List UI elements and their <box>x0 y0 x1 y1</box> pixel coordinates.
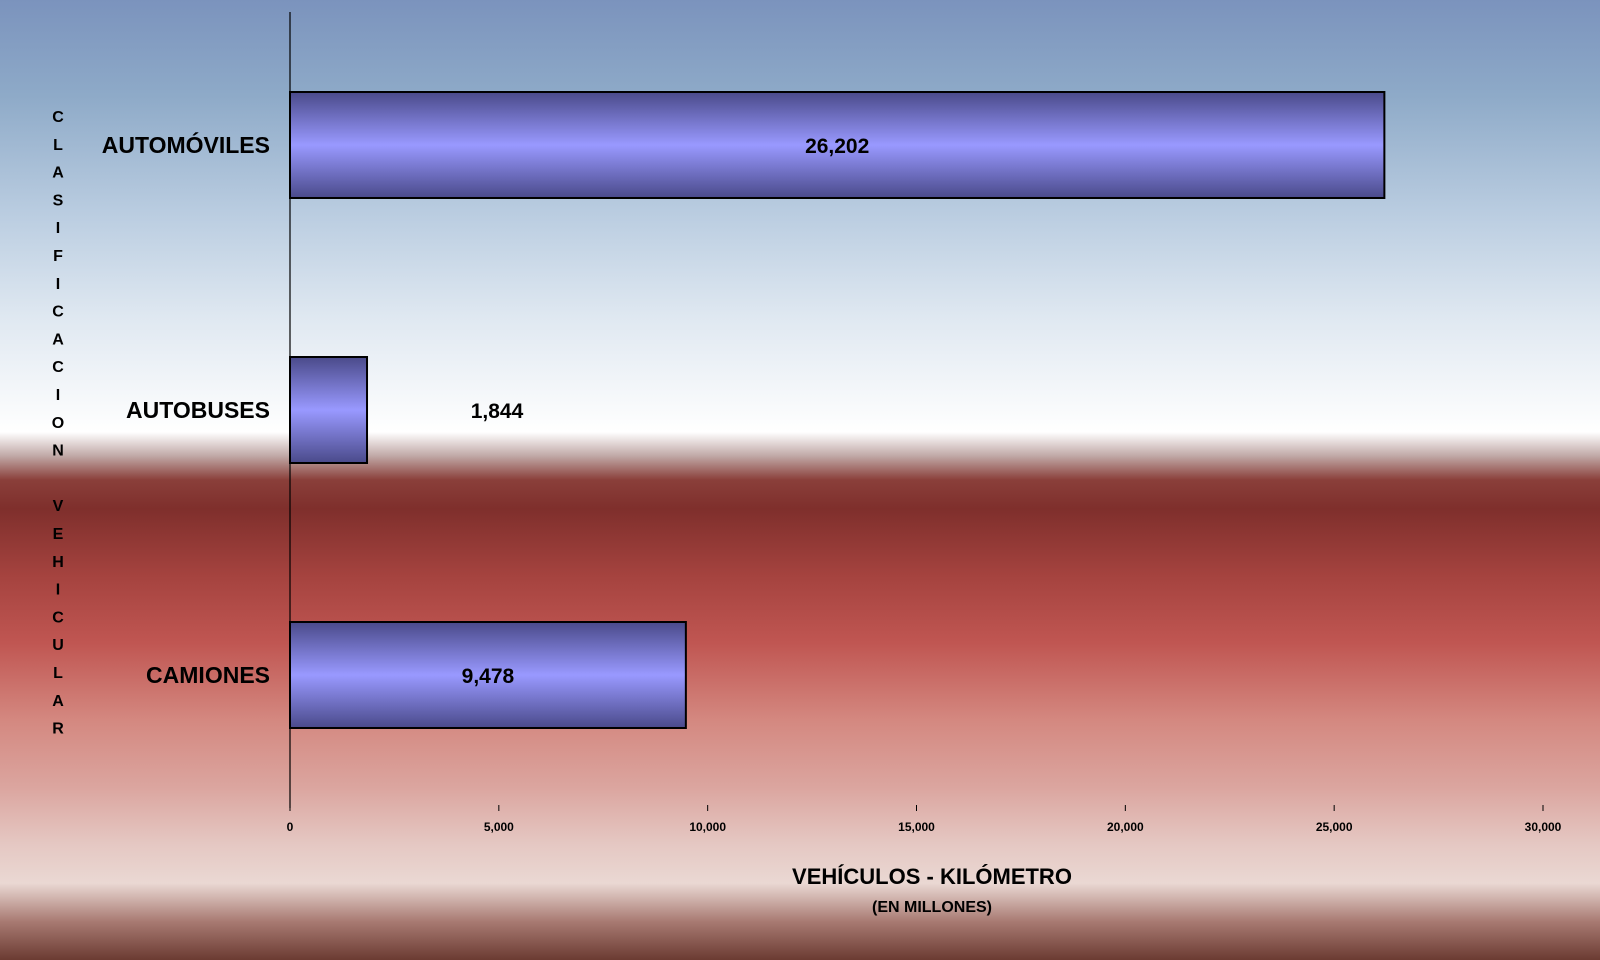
y-axis-title-char: V <box>53 498 64 515</box>
y-axis-title-char: C <box>52 109 64 126</box>
y-axis-title-char: I <box>56 387 60 404</box>
x-tick-label-3: 15,000 <box>898 820 935 834</box>
y-axis-title-char: S <box>53 192 64 209</box>
plot-area: AUTOMÓVILES 26,202 AUTOBUSES 1,844 CAMIONES 9… <box>102 12 1562 834</box>
y-axis-title-char: L <box>53 665 63 682</box>
bar-2 <box>289 621 687 729</box>
y-axis-title-char: C <box>52 609 64 626</box>
y-axis-title-char: I <box>56 220 60 237</box>
y-axis-title-char: O <box>52 415 64 432</box>
y-axis-title-char: C <box>52 359 64 376</box>
y-axis-title-char: I <box>56 276 60 293</box>
category-label-0: AUTOMÓVILES <box>102 131 270 158</box>
value-label-1: 1,844 <box>471 400 524 423</box>
y-axis-title-char: N <box>52 443 64 460</box>
bar-1 <box>289 356 369 464</box>
y-axis-title-char: U <box>52 637 64 654</box>
x-tick-label-6: 30,000 <box>1525 820 1562 834</box>
value-label-0: 26,202 <box>805 135 869 158</box>
x-tick-label-2: 10,000 <box>689 820 726 834</box>
x-axis-title: VEHÍCULOS - KILÓMETRO <box>792 864 1072 889</box>
category-label-1: AUTOBUSES <box>126 397 270 423</box>
x-tick-label-1: 5,000 <box>484 820 514 834</box>
y-axis-title-char: F <box>53 248 63 265</box>
y-axis-title-char: H <box>52 554 64 571</box>
y-axis-title-char: R <box>52 721 64 738</box>
x-tick-label-4: 20,000 <box>1107 820 1144 834</box>
y-axis-title-char: A <box>52 331 64 348</box>
y-axis-title-char: L <box>53 137 63 154</box>
x-axis-subtitle: (EN MILLONES) <box>872 899 992 916</box>
category-label-2: CAMIONES <box>146 662 270 688</box>
bar-0 <box>289 91 1386 199</box>
y-axis-title-char: A <box>52 165 64 182</box>
y-axis-title-char: C <box>52 304 64 321</box>
y-axis-title-char: E <box>53 526 64 543</box>
x-tick-label-0: 0 <box>287 820 294 834</box>
y-axis-title-char: I <box>56 582 60 599</box>
x-tick-label-5: 25,000 <box>1316 820 1353 834</box>
y-axis-title-char: A <box>52 693 64 710</box>
value-label-2: 9,478 <box>462 665 515 688</box>
